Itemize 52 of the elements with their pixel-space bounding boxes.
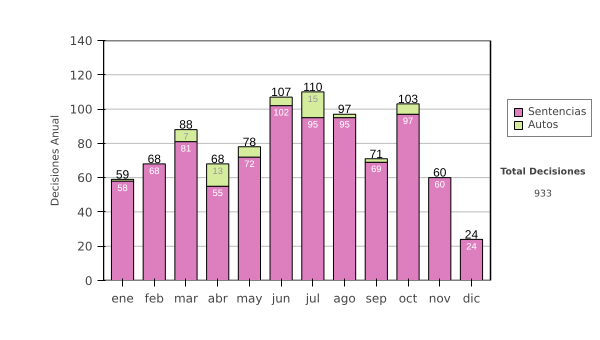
x-tick-label: ene bbox=[111, 292, 134, 306]
total-label: 24 bbox=[464, 227, 478, 242]
data-label: 95 bbox=[308, 120, 318, 130]
data-label: 81 bbox=[180, 144, 192, 154]
x-tick-label: nov bbox=[428, 292, 451, 306]
data-label: 13 bbox=[212, 166, 223, 176]
data-label: 60 bbox=[434, 180, 445, 190]
total-label: 59 bbox=[116, 167, 130, 182]
y-tick-label: 140 bbox=[70, 34, 92, 48]
x-tick-label: oct bbox=[398, 292, 418, 306]
legend-label: Autos bbox=[528, 118, 558, 131]
x-tick-label: mar bbox=[174, 292, 198, 306]
y-tick-label: 60 bbox=[77, 171, 93, 186]
total-label: 71 bbox=[370, 146, 384, 161]
total-label: 107 bbox=[271, 85, 292, 100]
x-tick-label: ago bbox=[333, 292, 356, 306]
total-label: 60 bbox=[433, 166, 447, 180]
data-label: 24 bbox=[466, 241, 477, 252]
x-tick-label: jul bbox=[304, 292, 320, 306]
y-tick-label: 0 bbox=[84, 274, 93, 288]
x-tick-label: abr bbox=[208, 292, 228, 306]
y-tick-label: 20 bbox=[77, 240, 93, 254]
data-label: 58 bbox=[117, 183, 128, 194]
y-tick-label: 80 bbox=[77, 136, 93, 151]
data-label: 69 bbox=[371, 164, 382, 174]
data-label: 55 bbox=[212, 188, 223, 198]
text: 933 bbox=[534, 188, 552, 200]
text: Total Decisiones bbox=[500, 166, 586, 178]
x-tick-label: sep bbox=[366, 292, 387, 306]
data-label: 7 bbox=[183, 132, 189, 142]
data-label: 95 bbox=[339, 120, 350, 130]
total-label: 103 bbox=[398, 92, 418, 106]
x-tick-label: feb bbox=[144, 292, 164, 306]
data-label: 102 bbox=[273, 108, 289, 118]
total-label: 68 bbox=[148, 152, 162, 166]
total-label: 97 bbox=[338, 102, 352, 116]
y-tick-label: 40 bbox=[77, 205, 93, 220]
data-label: 72 bbox=[244, 159, 255, 170]
x-tick-label: dic bbox=[462, 292, 480, 306]
data-label: 15 bbox=[308, 94, 318, 104]
total-label: 68 bbox=[211, 152, 225, 166]
legend-label: Sentencias bbox=[528, 105, 586, 118]
y-axis-title: Decisiones Anual bbox=[48, 114, 62, 206]
total-label: 78 bbox=[242, 134, 256, 149]
total-label: 88 bbox=[179, 118, 193, 132]
x-tick-label: may bbox=[236, 292, 262, 306]
total-label: 110 bbox=[303, 80, 323, 94]
data-label: 97 bbox=[402, 116, 414, 126]
x-tick-label: jun bbox=[270, 292, 290, 306]
y-tick-label: 100 bbox=[70, 102, 92, 117]
y-tick-label: 120 bbox=[70, 68, 92, 82]
data-label: 68 bbox=[149, 166, 160, 176]
